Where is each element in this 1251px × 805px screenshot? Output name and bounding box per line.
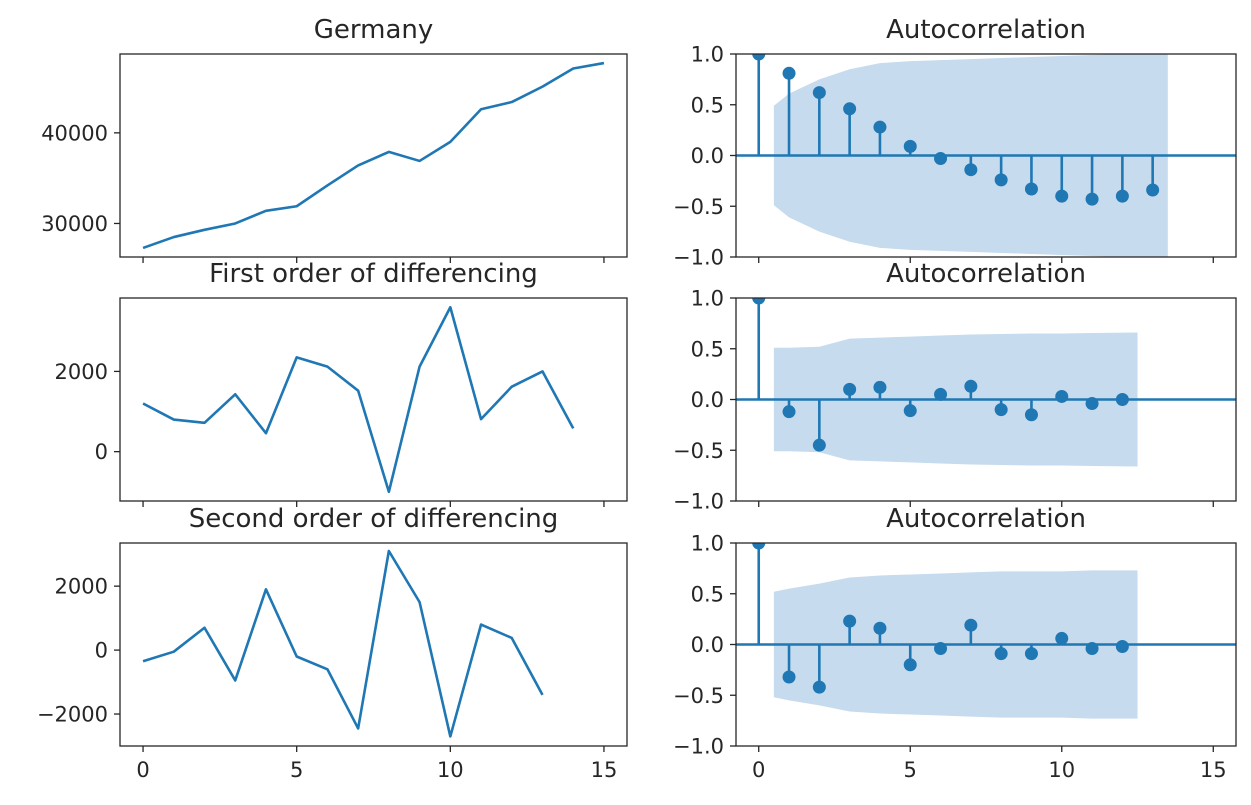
stem-marker <box>1115 393 1129 406</box>
stem-marker <box>1085 192 1099 206</box>
axes-frame <box>119 297 628 502</box>
stem-marker <box>752 54 766 61</box>
stem-marker <box>843 102 857 116</box>
stem-marker <box>752 543 766 550</box>
y-tick-label: 0.5 <box>691 337 724 361</box>
y-tick-label: 0.0 <box>691 388 724 412</box>
y-tick-label: 40000 <box>41 121 108 145</box>
panel-second-diff: Second order of differencing 0 5 10 15 −2000 0… <box>37 504 628 782</box>
panel-title: Autocorrelation <box>886 259 1086 289</box>
y-tick-label: 1.0 <box>691 532 724 556</box>
y-tick-label: −1.0 <box>673 490 724 514</box>
plot-area <box>142 549 544 738</box>
stem-marker <box>873 120 887 134</box>
stem-marker <box>752 298 766 305</box>
stem-marker <box>1024 182 1038 196</box>
stem-marker <box>903 404 917 418</box>
y-tick-label: −2000 <box>37 703 108 727</box>
y-tick-label: 0.0 <box>691 144 724 168</box>
stem-marker <box>934 152 948 166</box>
stem-marker <box>1055 631 1069 645</box>
y-tick-label: 0 <box>95 639 108 663</box>
x-tick-label: 10 <box>437 758 464 782</box>
axes-frame <box>119 53 628 258</box>
stem-marker <box>782 66 796 80</box>
x-tick-label: 5 <box>290 758 303 782</box>
stem-marker <box>782 405 796 419</box>
x-tick-label: 0 <box>136 758 149 782</box>
panel-first-diff: First order of differencing 0 2000 <box>55 259 628 507</box>
stem-marker <box>812 680 826 694</box>
y-tick-label: 0.5 <box>691 582 724 606</box>
stem-marker <box>934 642 948 656</box>
y-tick-label: 0 <box>95 440 108 464</box>
stem-marker <box>843 382 857 396</box>
stem-marker <box>812 86 826 100</box>
y-tick-label: −0.5 <box>673 684 724 708</box>
y-tick-label: −1.0 <box>673 246 724 270</box>
stem-marker <box>964 379 978 393</box>
stem-marker <box>1115 189 1129 203</box>
y-tick-label: 0.0 <box>691 633 724 657</box>
y-tick-label: −0.5 <box>673 439 724 463</box>
stem-marker <box>903 139 917 153</box>
x-tick-label: 15 <box>1200 758 1227 782</box>
stem-marker <box>1055 389 1069 403</box>
stem-marker <box>964 618 978 632</box>
stem-marker <box>1024 408 1038 422</box>
stem-marker <box>1024 647 1038 661</box>
stem-marker <box>903 658 917 672</box>
y-tick-label: −1.0 <box>673 735 724 759</box>
panel-title: Autocorrelation <box>886 504 1086 534</box>
stem-marker <box>994 403 1008 417</box>
series-line <box>142 61 605 250</box>
stem-marker <box>994 647 1008 661</box>
stem-marker <box>964 163 978 177</box>
stem-marker <box>812 438 826 452</box>
panel-title: Germany <box>314 15 434 45</box>
stem-marker <box>873 380 887 394</box>
y-tick-label: 2000 <box>55 575 108 599</box>
stem-marker <box>1055 189 1069 203</box>
plot-area <box>736 54 1236 257</box>
series-line <box>142 549 544 738</box>
stem-marker <box>1146 183 1160 197</box>
stem-marker <box>782 670 796 684</box>
y-tick-label: −0.5 <box>673 195 724 219</box>
panel-second-diff-acf: Autocorrelation 0 5 10 15 −1.0 −0.5 0.0 0.5 1.0 <box>673 504 1237 782</box>
stem-marker <box>934 387 948 401</box>
plot-area <box>142 61 605 250</box>
series-line <box>142 305 575 494</box>
stem-marker <box>1115 640 1129 654</box>
x-tick-label: 0 <box>752 758 765 782</box>
panel-title: Autocorrelation <box>886 15 1086 45</box>
x-tick-label: 15 <box>591 758 618 782</box>
stem-marker <box>994 173 1008 187</box>
panel-title: Second order of differencing <box>189 504 559 534</box>
plot-area <box>736 298 1236 467</box>
stem-marker <box>873 621 887 635</box>
y-tick-label: 1.0 <box>691 287 724 311</box>
stem-marker <box>1085 642 1099 656</box>
panel-first-diff-acf: Autocorrelation −1.0 −0.5 0.0 0.5 1.0 <box>673 259 1237 514</box>
x-tick-label: 5 <box>904 758 917 782</box>
stem-marker <box>1085 397 1099 411</box>
stem-marker <box>843 614 857 628</box>
y-tick-label: 30000 <box>41 212 108 236</box>
panel-germany: Germany 30000 40000 <box>41 15 628 263</box>
y-tick-label: 0.5 <box>691 93 724 117</box>
panel-title: First order of differencing <box>209 259 538 289</box>
axes-frame <box>119 542 628 747</box>
panel-germany-acf: Autocorrelation −1.0 −0.5 0.0 0.5 1.0 <box>673 15 1237 270</box>
y-tick-label: 2000 <box>55 360 108 384</box>
x-tick-label: 10 <box>1048 758 1075 782</box>
plot-area <box>736 543 1236 719</box>
y-tick-label: 1.0 <box>691 43 724 67</box>
plot-area <box>142 305 575 494</box>
